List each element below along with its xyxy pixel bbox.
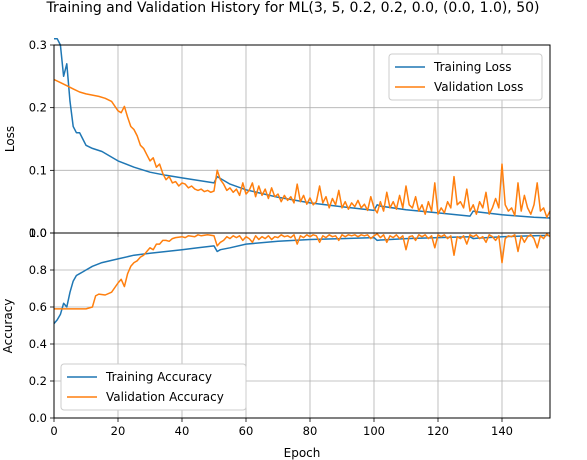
- accuracy-y-axis-label: Accuracy: [1, 299, 15, 354]
- figure-title: Training and Validation History for ML(3…: [45, 0, 539, 16]
- accuracy-legend-training: Training Accuracy: [105, 370, 212, 384]
- validation-loss-line: [53, 78, 551, 219]
- accuracy-ticks: 0 20 40 60 80 100 120 140 0.0 0.2 0.4 0.6 0.8 1.0: [29, 226, 513, 438]
- accuracy-plot-frame: [53, 232, 551, 419]
- loss-legend-validation: Validation Loss: [434, 80, 523, 94]
- y-tick-label: 0.2: [29, 374, 47, 388]
- y-tick-label: 1.0: [29, 226, 47, 240]
- x-tick-label: 80: [303, 424, 318, 438]
- training-accuracy-line: [53, 234, 551, 325]
- validation-accuracy-line: [54, 233, 551, 310]
- y-tick-label: 0.0: [29, 411, 47, 425]
- accuracy-legend-validation: Validation Accuracy: [106, 390, 224, 404]
- y-tick-label: 0.2: [29, 101, 47, 115]
- x-tick-label: 60: [239, 424, 254, 438]
- accuracy-panel: 0 20 40 60 80 100 120 140 0.0 0.2 0.4 0.6 0.8 1.0 Acc…: [1, 226, 551, 460]
- loss-series: [53, 37, 551, 219]
- x-tick-label: 140: [491, 424, 513, 438]
- y-tick-label: 0.1: [29, 163, 47, 177]
- y-tick-label: 0.4: [29, 337, 47, 351]
- x-tick-label: 100: [363, 424, 385, 438]
- loss-legend: Training Loss Validation Loss: [388, 53, 543, 101]
- x-tick-label: 20: [111, 424, 126, 438]
- y-tick-label: 0.0: [29, 226, 47, 240]
- accuracy-series: [53, 233, 551, 325]
- x-tick-label: 40: [175, 424, 190, 438]
- accuracy-legend: Training Accuracy Validation Accuracy: [60, 363, 247, 411]
- loss-legend-box: [388, 53, 543, 101]
- y-tick-label: 0.8: [29, 263, 47, 277]
- x-axis-label: Epoch: [284, 446, 321, 460]
- y-tick-label: 0.3: [29, 38, 47, 52]
- training-loss-line: [54, 37, 551, 219]
- loss-y-axis-label: Loss: [3, 126, 17, 152]
- x-tick-label: 0: [50, 424, 57, 438]
- loss-legend-training: Training Loss: [433, 60, 511, 74]
- y-tick-label: 0.6: [29, 300, 47, 314]
- loss-panel: 0.0 0.1 0.2 0.3 Loss Training Loss Validati…: [3, 37, 551, 240]
- x-tick-label: 120: [427, 424, 449, 438]
- accuracy-legend-box: [60, 363, 247, 411]
